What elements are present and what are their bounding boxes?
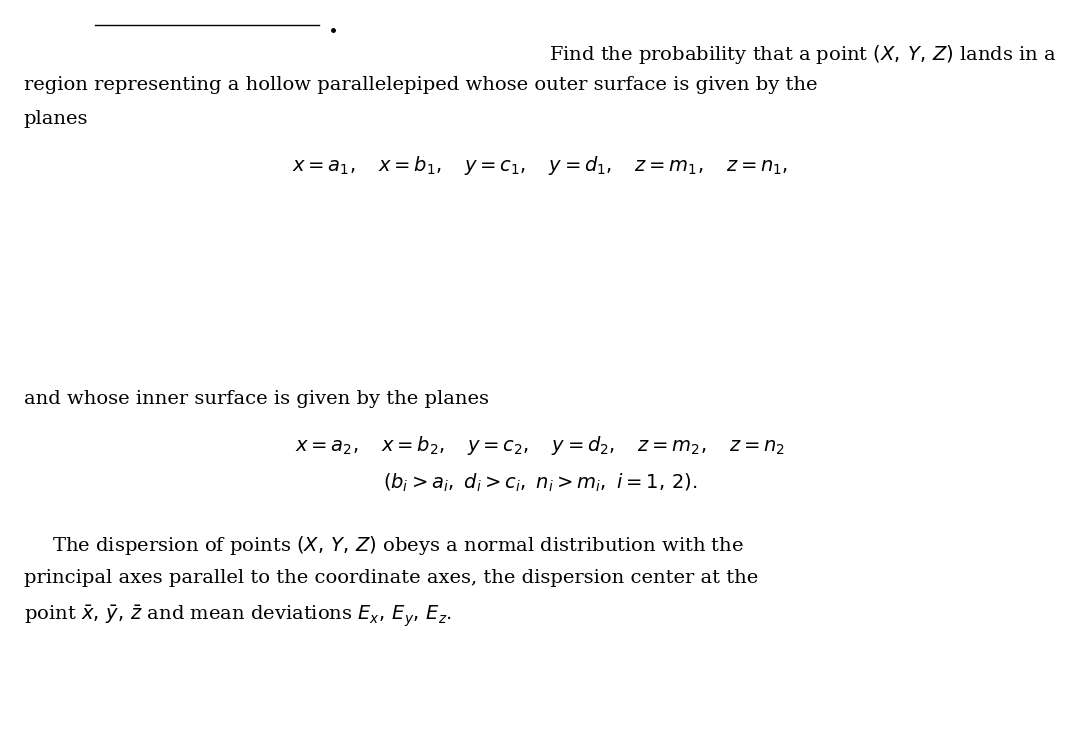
Text: $x = a_2,\quad x = b_2,\quad y = c_2,\quad y = d_2,\quad z = m_2,\quad z = n_2$: $x = a_2,\quad x = b_2,\quad y = c_2,\qu… <box>295 434 785 457</box>
Text: and whose inner surface is given by the planes: and whose inner surface is given by the … <box>24 390 489 408</box>
Text: principal axes parallel to the coordinate axes, the dispersion center at the: principal axes parallel to the coordinat… <box>24 569 758 587</box>
Text: The dispersion of points $(X,\, Y,\, Z)$ obeys a normal distribution with the: The dispersion of points $(X,\, Y,\, Z)$… <box>52 534 744 556</box>
Text: planes: planes <box>24 110 89 128</box>
Text: $x = a_1,\quad x = b_1,\quad y = c_1,\quad y = d_1,\quad z = m_1,\quad z = n_1,$: $x = a_1,\quad x = b_1,\quad y = c_1,\qu… <box>292 154 788 177</box>
Text: Find the probability that a point $(X,\, Y,\, Z)$ lands in a: Find the probability that a point $(X,\,… <box>549 43 1056 65</box>
Text: $(b_i > a_i,\ d_i > c_i,\ n_i > m_i,\ i = 1,\, 2).$: $(b_i > a_i,\ d_i > c_i,\ n_i > m_i,\ i … <box>382 472 698 494</box>
Text: point $\bar{x},\, \bar{y},\, \bar{z}$ and mean deviations $E_x,\, E_y,\, E_z.$: point $\bar{x},\, \bar{y},\, \bar{z}$ an… <box>24 604 451 630</box>
Text: region representing a hollow parallelepiped whose outer surface is given by the: region representing a hollow parallelepi… <box>24 76 818 95</box>
